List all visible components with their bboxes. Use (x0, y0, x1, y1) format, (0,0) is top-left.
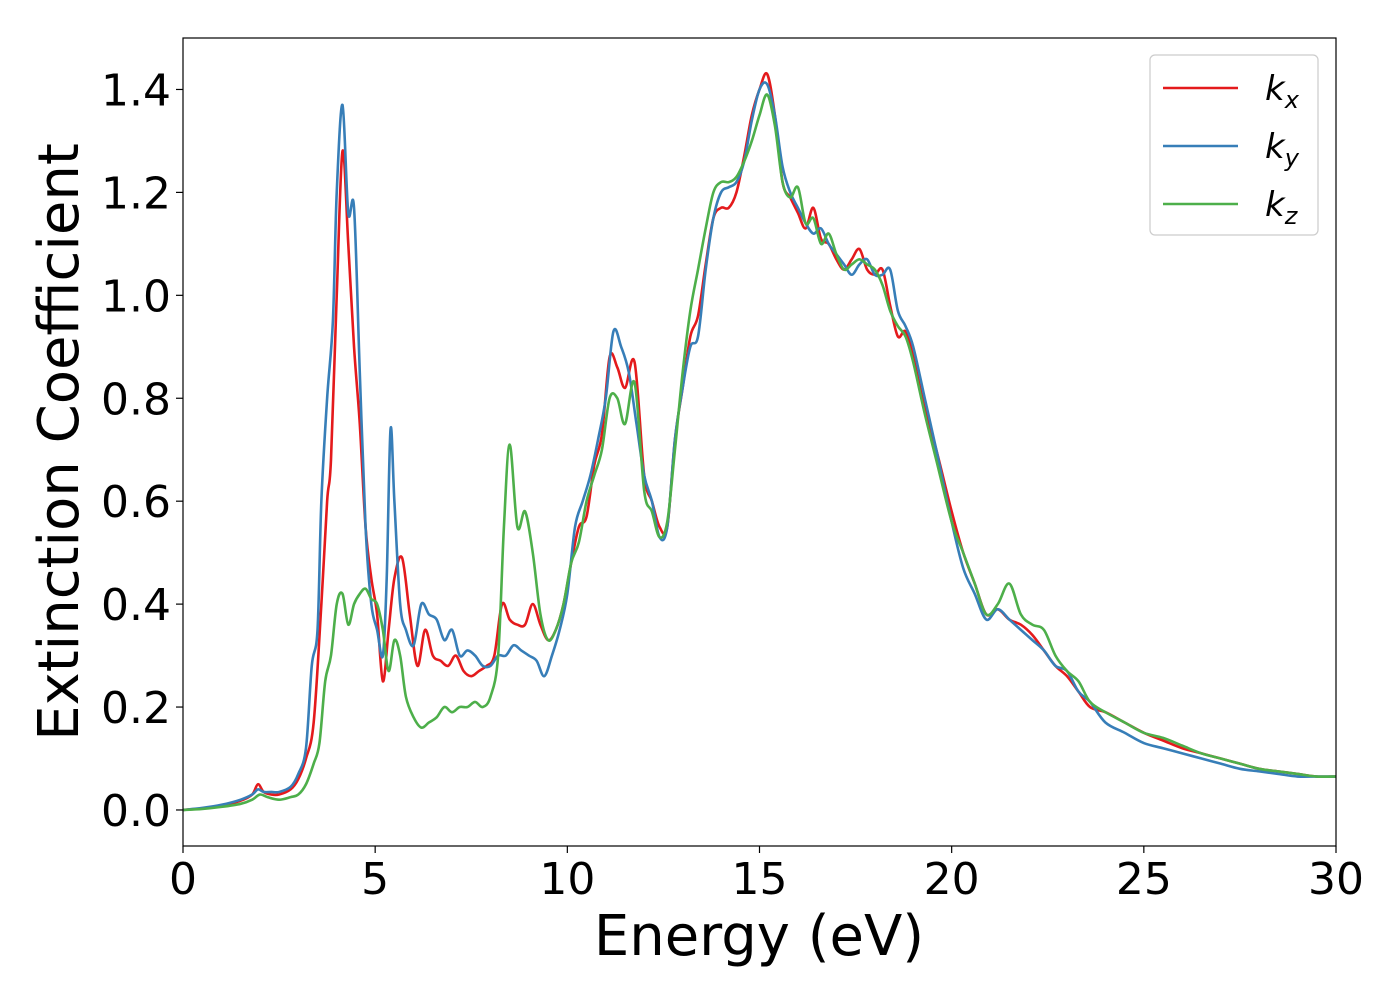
series-line-kz (183, 93, 1336, 812)
y-tick-label: 0.4 (101, 580, 171, 631)
x-axis-ticks: 0 5 10 15 20 25 30 (169, 846, 1364, 905)
legend-label-kx: kx (1265, 69, 1300, 114)
y-tick-label: 1.4 (101, 65, 171, 116)
y-tick-label: 0.2 (101, 683, 171, 734)
legend-label-ky: ky (1265, 127, 1300, 172)
plot-background (183, 38, 1336, 846)
y-tick-label: 1.2 (101, 168, 171, 219)
x-tick-label: 25 (1116, 854, 1172, 905)
x-tick-label: 20 (924, 854, 980, 905)
x-axis-label: Energy (eV) (594, 904, 924, 969)
series-layer (183, 71, 1336, 812)
legend-label-kz: kz (1265, 185, 1299, 230)
y-tick-label: 0.8 (101, 374, 171, 425)
x-tick-label: 15 (732, 854, 788, 905)
x-tick-label: 0 (169, 854, 197, 905)
series-line-ky (183, 81, 1336, 812)
y-tick-label: 0.6 (101, 477, 171, 528)
y-tick-label: 0.0 (101, 786, 171, 837)
x-tick-label: 5 (361, 854, 389, 905)
legend: kx ky kz (1149, 54, 1319, 236)
y-axis-ticks: 0.0 0.2 0.4 0.6 0.8 1.0 1.2 1.4 (101, 65, 183, 837)
y-axis-label: Extinction Coefficient (27, 143, 92, 741)
x-tick-label: 30 (1308, 854, 1364, 905)
y-tick-label: 1.0 (101, 271, 171, 322)
x-tick-label: 10 (539, 854, 595, 905)
